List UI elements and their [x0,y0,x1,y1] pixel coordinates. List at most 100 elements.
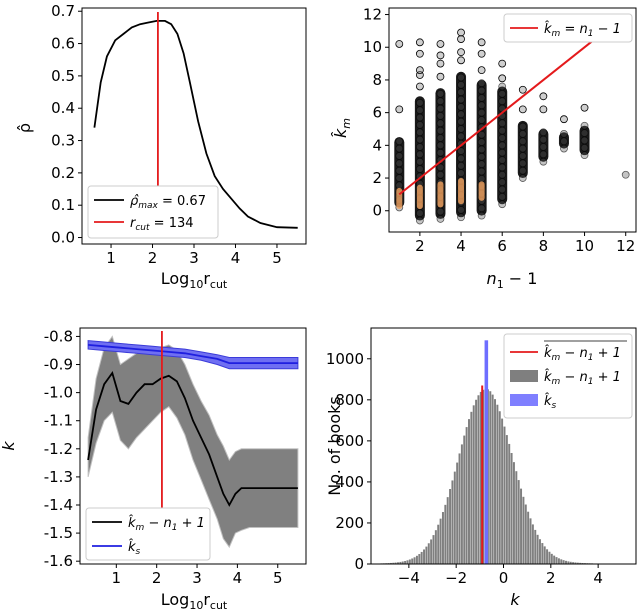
scatter-point-2-17 [436,89,445,98]
scatter-column-9 [579,125,590,156]
hist-bar-85 [574,562,577,564]
scatter-point-1-11 [415,135,424,144]
scatter-outlier-9-0 [580,103,589,112]
scatter-point-7-3 [539,135,548,144]
scatter-point-4-9 [477,145,486,154]
hist-bar-62 [520,488,523,564]
scatter-point-9-4 [580,121,589,130]
scatter-outlier-1-4 [415,38,424,47]
scatter-point-2-1 [436,207,445,216]
hist-bar-80 [562,560,565,564]
km-axes-frame [388,7,637,233]
scatter-point-9-1 [580,143,589,152]
k-ytick-label-2: -1.4 [44,496,73,514]
scatter-point-1-13 [415,121,424,129]
hist-bar-10 [397,562,399,564]
scatter-point-3-9 [457,147,465,155]
scatter-point-9-3 [580,129,589,137]
scatter-point-1-0 [415,216,424,225]
hist-bar-79 [560,559,563,564]
scatter-outlier-4-1 [477,49,486,58]
hist-bar-63 [522,496,525,564]
km-ytick-label-4: 8 [372,71,382,89]
scatter-point-4-11 [477,130,486,139]
scatter-point-3-18 [457,80,465,89]
scatter-outlier-5-0 [498,74,507,83]
hist-bar-54 [501,418,504,564]
hist-bar-14 [406,560,409,564]
panel-k-vs-rcut: 1 2 3 4 5 -1.6 -1.5 -1.4 -1.3 -1.2 -1.1 -1.0 -0.9 -0.… [0,327,307,612]
k-ticks: 1 2 3 4 5 -1.6 -1.5 -1.4 -1.3 -1.2 -1.1 -1.0 -0.9 -0.… [44,327,283,587]
km-xtick-label-0: 2 [415,237,425,255]
hist-bar-32 [449,489,452,564]
scatter-outlier-6-0 [518,105,527,114]
hist-legend-label-1: k̂m − n1 + 1 [544,370,621,387]
scatter-point-6-2 [518,159,527,168]
scatter-point-1-8 [415,157,424,166]
hist-plot-area [380,340,594,564]
scatter-point-4-13 [477,116,486,124]
scatter-point-3-14 [457,110,465,119]
hist-bar-75 [550,553,553,564]
panel-km-vs-n1: 2 4 6 8 10 12 0 2 4 6 8 10 12 k̂m n1 − 1 k̂m = n1 − … [331,6,637,291]
scatter-point-4-5 [477,174,486,183]
scatter-point-7-4 [539,128,548,137]
scatter-point-4-0 [477,211,486,220]
hist-bar-24 [430,539,433,564]
hist-bar-81 [565,560,567,564]
scatter-outlier-2-0 [436,72,445,81]
scatter-point-0-6 [395,159,404,168]
scatter-outlier-1-3 [415,49,424,58]
hist-bar-38 [463,435,466,564]
k-ytick-label-7: -0.9 [44,356,73,374]
hist-bar-42 [472,405,475,564]
hist-ytick-label-1: 200 [335,514,364,532]
hist-bar-27 [437,524,440,564]
scatter-point-0-3 [395,181,404,190]
rho-ytick-label-6: 0.6 [51,35,75,53]
k-ytick-label-0: -1.6 [44,552,73,570]
scatter-point-4-6 [477,167,486,176]
hist-bar-45 [479,391,482,564]
k-ytick-label-6: -1.0 [44,384,73,402]
rho-legend-label-1: rcut = 134 [130,216,194,233]
scatter-point-0-9 [395,137,404,146]
hist-bar-49 [489,391,492,564]
scatter-point-0-5 [395,166,404,175]
hist-bar-43 [475,399,478,564]
scatter-outlier-8-0 [560,115,568,124]
panel-rho-vs-rcut: 1 2 3 4 5 0.0 0.1 0.2 0.3 0.4 0.5 0.6 0.7 ρ̂ Log10rc… [15,2,307,291]
scatter-point-3-19 [457,73,465,82]
scatter-point-1-16 [415,98,424,107]
scatter-point-5-11 [498,119,507,128]
rho-ytick-label-5: 0.5 [51,67,75,85]
hist-bar-8 [392,562,395,564]
scatter-point-1-9 [415,150,424,159]
scatter-point-3-1 [457,206,465,214]
km-ticks: 2 4 6 8 10 12 0 2 4 6 8 10 12 [363,6,635,255]
hist-bar-21 [423,549,426,564]
km-xtick-label-1: 4 [456,237,466,255]
km-xtick-label-4: 10 [575,237,594,255]
hist-ylabel: No. of books [325,396,344,496]
hist-bar-67 [531,524,534,564]
k-legend-box [85,507,211,561]
rho-ytick-label-2: 0.2 [51,164,75,182]
scatter-point-0-7 [395,152,404,160]
rho-legend: ρ̂max = 0.67 rcut = 134 [87,185,219,239]
hist-bar-55 [503,426,506,564]
hist-bar-71 [541,543,544,564]
scatter-point-5-1 [498,192,507,201]
hist-bar-29 [441,512,444,564]
hist-bar-70 [538,539,541,564]
rho-ticks: 1 2 3 4 5 0.0 0.1 0.2 0.3 0.4 0.5 0.6 0.7 [51,2,282,267]
km-ytick-label-5: 10 [363,38,382,56]
rho-legend-label-0: ρ̂max = 0.67 [130,194,206,211]
hist-bar-78 [557,558,560,564]
scatter-point-4-14 [477,108,486,117]
hist-bar-18 [415,555,418,564]
scatter-point-4-1 [477,204,486,213]
scatter-point-6-4 [518,144,527,153]
hist-bar-74 [548,551,551,564]
